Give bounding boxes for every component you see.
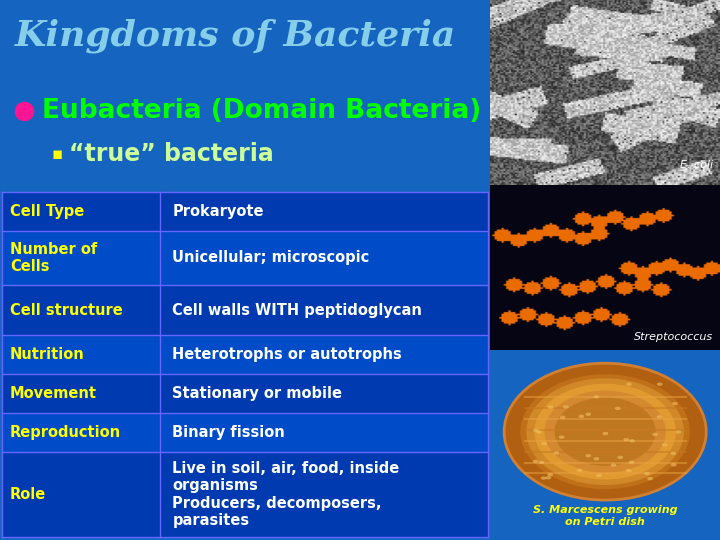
Text: Stationary or mobile: Stationary or mobile bbox=[173, 386, 343, 401]
Ellipse shape bbox=[585, 454, 591, 457]
Ellipse shape bbox=[546, 476, 552, 480]
FancyBboxPatch shape bbox=[2, 374, 161, 413]
Ellipse shape bbox=[618, 456, 624, 459]
FancyBboxPatch shape bbox=[2, 335, 161, 374]
Ellipse shape bbox=[670, 451, 676, 455]
Ellipse shape bbox=[548, 406, 554, 409]
Text: Movement: Movement bbox=[10, 386, 96, 401]
Text: S. Marcescens growing
on Petri dish: S. Marcescens growing on Petri dish bbox=[533, 505, 678, 526]
Text: ▪: ▪ bbox=[52, 145, 63, 163]
Text: Number of
Cells: Number of Cells bbox=[10, 241, 97, 274]
Text: “true” bacteria: “true” bacteria bbox=[68, 142, 274, 166]
Ellipse shape bbox=[629, 461, 634, 464]
Ellipse shape bbox=[593, 457, 599, 461]
FancyBboxPatch shape bbox=[161, 374, 488, 413]
Ellipse shape bbox=[554, 397, 656, 466]
Ellipse shape bbox=[526, 379, 684, 485]
Ellipse shape bbox=[544, 390, 666, 472]
Ellipse shape bbox=[559, 435, 564, 439]
Ellipse shape bbox=[615, 407, 621, 410]
Ellipse shape bbox=[657, 415, 662, 418]
Ellipse shape bbox=[624, 438, 629, 441]
Text: Cell Type: Cell Type bbox=[10, 204, 84, 219]
Ellipse shape bbox=[675, 430, 681, 434]
FancyBboxPatch shape bbox=[2, 452, 161, 537]
Text: Unicellular; microscopic: Unicellular; microscopic bbox=[173, 250, 370, 265]
Ellipse shape bbox=[534, 384, 676, 480]
Text: Reproduction: Reproduction bbox=[10, 425, 121, 440]
Ellipse shape bbox=[533, 460, 539, 463]
Ellipse shape bbox=[596, 474, 602, 477]
Ellipse shape bbox=[541, 442, 547, 446]
FancyBboxPatch shape bbox=[161, 231, 488, 285]
Text: Prokaryote: Prokaryote bbox=[173, 204, 264, 219]
Text: Streptococcus: Streptococcus bbox=[634, 332, 713, 342]
Ellipse shape bbox=[672, 402, 678, 406]
Ellipse shape bbox=[521, 374, 690, 489]
Ellipse shape bbox=[541, 476, 546, 480]
Ellipse shape bbox=[662, 443, 667, 447]
Text: Binary fission: Binary fission bbox=[173, 425, 285, 440]
Ellipse shape bbox=[626, 469, 631, 472]
FancyBboxPatch shape bbox=[2, 231, 161, 285]
Ellipse shape bbox=[611, 463, 616, 467]
Text: Kingdoms of Bacteria: Kingdoms of Bacteria bbox=[14, 19, 456, 53]
Ellipse shape bbox=[626, 382, 632, 386]
Ellipse shape bbox=[585, 413, 591, 416]
Ellipse shape bbox=[657, 382, 662, 386]
Ellipse shape bbox=[671, 463, 677, 467]
FancyBboxPatch shape bbox=[161, 452, 488, 537]
Ellipse shape bbox=[647, 477, 653, 481]
FancyBboxPatch shape bbox=[2, 285, 161, 335]
FancyBboxPatch shape bbox=[2, 192, 161, 231]
Ellipse shape bbox=[578, 415, 584, 418]
Text: E. coli: E. coli bbox=[680, 160, 713, 171]
FancyBboxPatch shape bbox=[2, 413, 161, 452]
Ellipse shape bbox=[629, 439, 635, 442]
Text: Live in soil, air, food, inside
organisms
Producers, decomposers,
parasites: Live in soil, air, food, inside organism… bbox=[173, 461, 400, 528]
Ellipse shape bbox=[547, 473, 553, 476]
Ellipse shape bbox=[577, 469, 582, 472]
Ellipse shape bbox=[554, 451, 559, 455]
Text: Nutrition: Nutrition bbox=[10, 347, 84, 362]
FancyBboxPatch shape bbox=[161, 192, 488, 231]
Text: Cell walls WITH peptidoglycan: Cell walls WITH peptidoglycan bbox=[173, 302, 423, 318]
Text: Cell structure: Cell structure bbox=[10, 302, 122, 318]
Ellipse shape bbox=[644, 472, 650, 475]
Ellipse shape bbox=[504, 363, 706, 500]
Ellipse shape bbox=[560, 415, 566, 419]
FancyBboxPatch shape bbox=[161, 285, 488, 335]
Ellipse shape bbox=[593, 395, 599, 399]
Text: Role: Role bbox=[10, 487, 46, 502]
Ellipse shape bbox=[539, 461, 544, 464]
Ellipse shape bbox=[533, 428, 539, 432]
Ellipse shape bbox=[563, 405, 569, 409]
Ellipse shape bbox=[603, 432, 608, 435]
FancyBboxPatch shape bbox=[161, 335, 488, 374]
Ellipse shape bbox=[652, 433, 658, 436]
FancyBboxPatch shape bbox=[161, 413, 488, 452]
Ellipse shape bbox=[536, 430, 541, 434]
Text: Eubacteria (Domain Bacteria): Eubacteria (Domain Bacteria) bbox=[42, 98, 481, 124]
Text: Heterotrophs or autotrophs: Heterotrophs or autotrophs bbox=[173, 347, 402, 362]
